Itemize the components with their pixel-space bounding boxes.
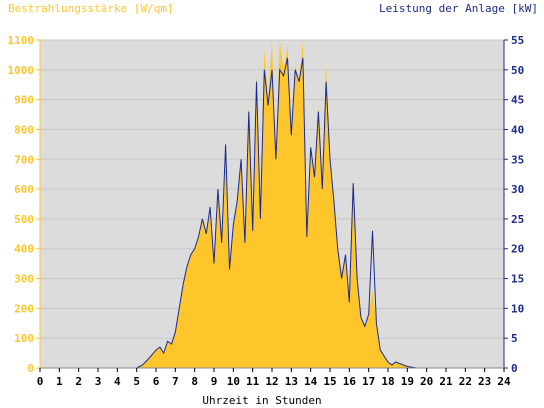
- left-tick-label: 300: [14, 273, 34, 286]
- right-tick-label: 15: [511, 273, 524, 286]
- right-axis-ticks: 0 5 10 15 20 25 30 35 40 45 50 55: [504, 34, 524, 375]
- left-tick-label: 700: [14, 153, 34, 166]
- x-tick-label: 15: [323, 375, 336, 388]
- x-tick-label: 2: [75, 375, 82, 388]
- x-tick-label: 3: [95, 375, 102, 388]
- right-tick-label: 45: [511, 94, 524, 107]
- x-axis-ticks: 0 1 2 3 4 5 6 7 8 9 10 11 12 13 14 15 16 17 18 19 20 21 22 23 24: [37, 368, 511, 388]
- right-tick-label: 20: [511, 243, 524, 256]
- right-tick-label: 30: [511, 183, 524, 196]
- left-tick-label: 400: [14, 243, 34, 256]
- x-tick-label: 7: [172, 375, 179, 388]
- x-tick-label: 18: [381, 375, 394, 388]
- x-tick-label: 11: [246, 375, 260, 388]
- x-axis-label: Uhrzeit in Stunden: [202, 394, 321, 407]
- x-tick-label: 10: [227, 375, 240, 388]
- left-tick-label: 0: [27, 362, 34, 375]
- x-tick-label: 17: [362, 375, 375, 388]
- right-tick-label: 40: [511, 123, 524, 136]
- x-tick-label: 4: [114, 375, 121, 388]
- right-axis-title: Leistung der Anlage [kW]: [379, 2, 538, 15]
- x-tick-label: 9: [211, 375, 218, 388]
- x-tick-label: 20: [420, 375, 433, 388]
- power-line: [40, 57, 504, 369]
- x-tick-label: 19: [401, 375, 414, 388]
- left-tick-label: 1100: [8, 34, 35, 47]
- x-tick-label: 12: [265, 375, 278, 388]
- left-tick-label: 1000: [8, 64, 35, 77]
- x-tick-label: 6: [153, 375, 160, 388]
- x-tick-label: 14: [304, 375, 318, 388]
- x-tick-label: 24: [497, 375, 511, 388]
- x-tick-label: 5: [133, 375, 140, 388]
- left-tick-label: 900: [14, 94, 34, 107]
- x-tick-label: 1: [56, 375, 63, 388]
- left-axis-title: Bestrahlungsstärke [W/qm]: [8, 2, 174, 15]
- right-tick-label: 5: [511, 332, 518, 345]
- x-tick-label: 16: [343, 375, 357, 388]
- left-tick-label: 100: [14, 332, 34, 345]
- x-tick-label: 0: [37, 375, 44, 388]
- left-tick-label: 800: [14, 123, 34, 136]
- x-tick-label: 23: [478, 375, 491, 388]
- right-tick-label: 25: [511, 213, 524, 226]
- right-tick-label: 10: [511, 302, 524, 315]
- x-tick-label: 21: [439, 375, 453, 388]
- right-tick-label: 0: [511, 362, 518, 375]
- irradiance-area: [40, 40, 504, 368]
- x-tick-label: 13: [285, 375, 298, 388]
- left-tick-label: 500: [14, 213, 34, 226]
- x-tick-label: 8: [191, 375, 198, 388]
- right-tick-label: 55: [511, 34, 524, 47]
- x-tick-label: 22: [459, 375, 472, 388]
- right-tick-label: 50: [511, 64, 524, 77]
- left-tick-label: 200: [14, 302, 34, 315]
- left-axis-ticks: 0 100 200 300 400 500 600 700 800 900 1000 1100: [8, 34, 40, 375]
- left-tick-label: 600: [14, 183, 34, 196]
- right-tick-label: 35: [511, 153, 524, 166]
